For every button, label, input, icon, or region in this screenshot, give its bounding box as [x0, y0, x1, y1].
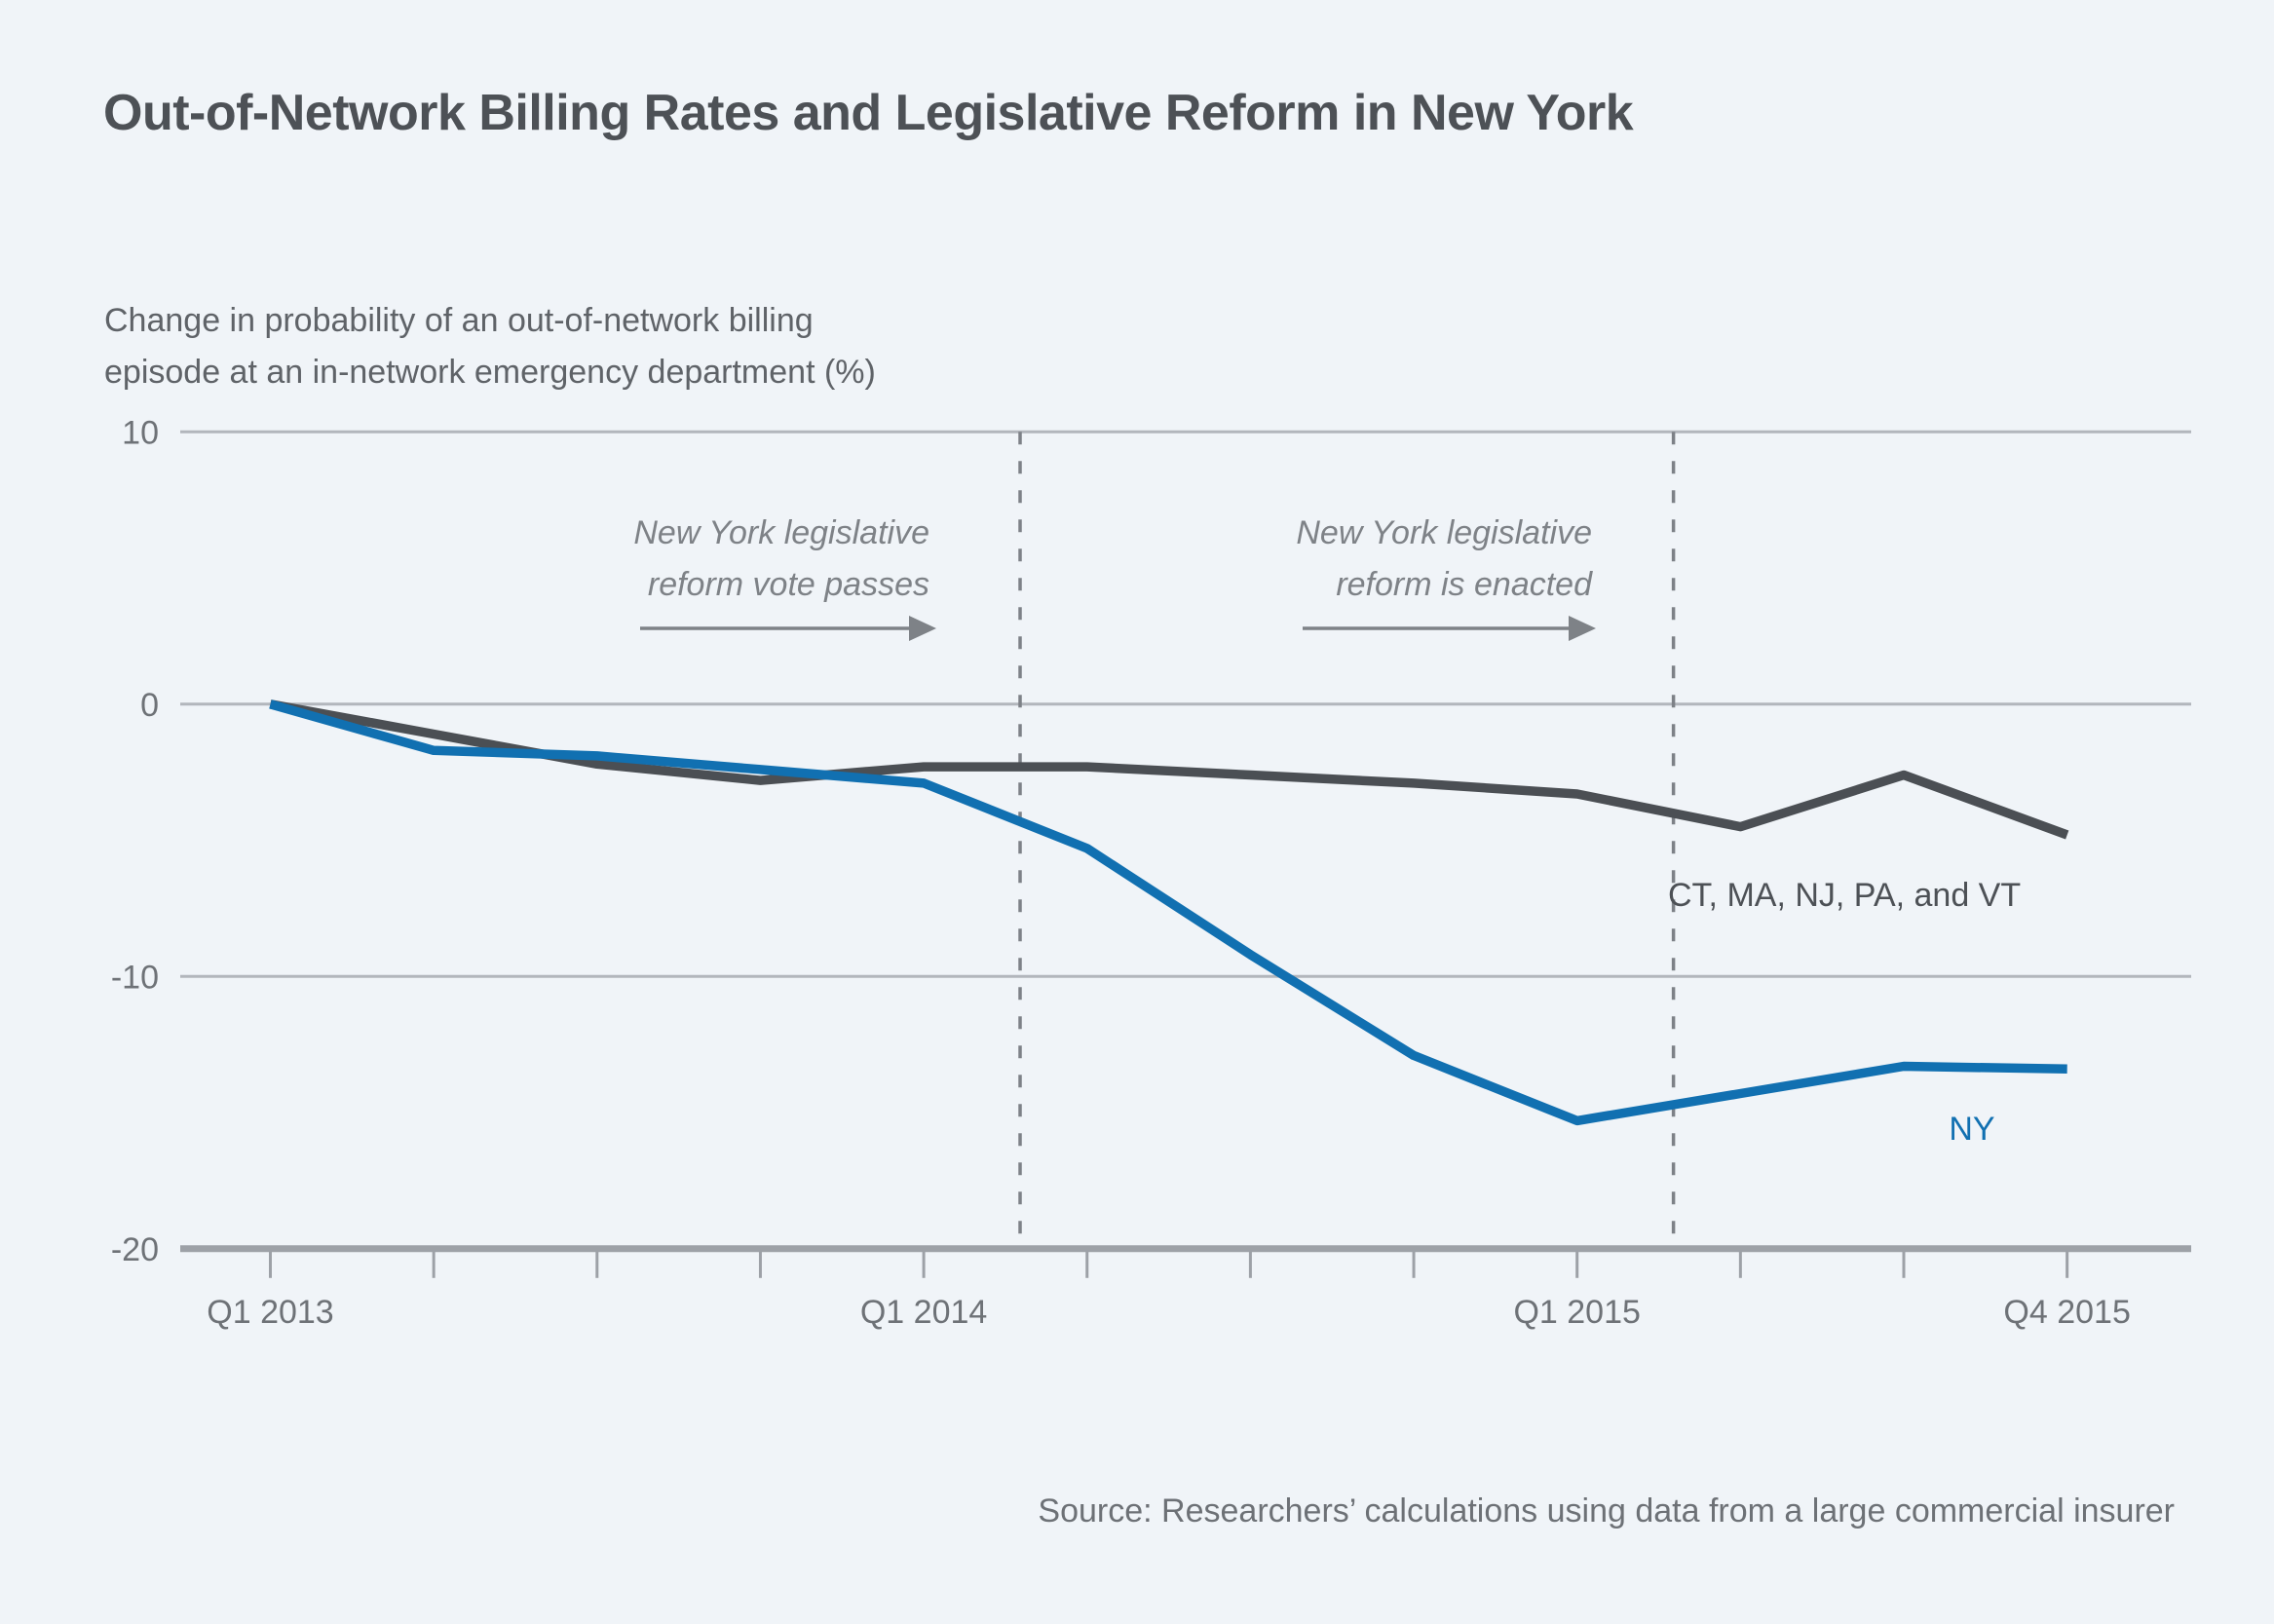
x-axis-ticks	[269, 1251, 2069, 1278]
x-axis-label-q1-2014: Q1 2014	[860, 1294, 987, 1331]
y-axis-description-line1: Change in probability of an out-of-netwo…	[104, 302, 814, 339]
series-label-ny: NY	[1949, 1111, 1994, 1148]
y-axis-label--10: -10	[111, 959, 159, 996]
annotation-reform-enacted: New York legislative reform is enacted	[1296, 514, 1596, 641]
series-label-control-states: CT, MA, NJ, PA, and VT	[1668, 877, 2021, 914]
annotation-reform-vote: New York legislative reform vote passes	[633, 514, 936, 641]
x-axis-label-q1-2015: Q1 2015	[1513, 1294, 1640, 1331]
y-axis-description-line2: episode at an in-network emergency depar…	[104, 354, 876, 391]
vote-arrow-head-icon	[909, 616, 936, 641]
y-axis-label-0: 0	[140, 687, 159, 724]
enacted-arrow-head-icon	[1569, 616, 1596, 641]
gridlines	[180, 430, 2191, 1253]
y-axis-label--20: -20	[111, 1231, 159, 1268]
annotation-enacted-line2: reform is enacted	[1336, 566, 1593, 603]
annotation-vote-line2: reform vote passes	[648, 566, 929, 603]
y-axis-description: Change in probability of an out-of-netwo…	[104, 295, 876, 398]
y-axis-label-10: 10	[122, 414, 159, 451]
annotation-enacted-line1: New York legislative	[1296, 514, 1592, 551]
x-axis-label-q4-2015: Q4 2015	[2003, 1294, 2130, 1331]
annotation-vote-line1: New York legislative	[633, 514, 929, 551]
series-line-ny	[269, 699, 2067, 1126]
chart-title: Out-of-Network Billing Rates and Legisla…	[103, 85, 1634, 141]
data-series	[269, 699, 2069, 1126]
x-axis-label-q1-2013: Q1 2013	[207, 1294, 333, 1331]
y-axis-labels: 10 0 -10 -20	[111, 414, 159, 1268]
x-axis-labels: Q1 2013 Q1 2014 Q1 2015 Q4 2015	[207, 1294, 2131, 1331]
series-line-control-states	[269, 699, 2069, 840]
source-attribution: Source: Researchers’ calculations using …	[1038, 1492, 2175, 1530]
